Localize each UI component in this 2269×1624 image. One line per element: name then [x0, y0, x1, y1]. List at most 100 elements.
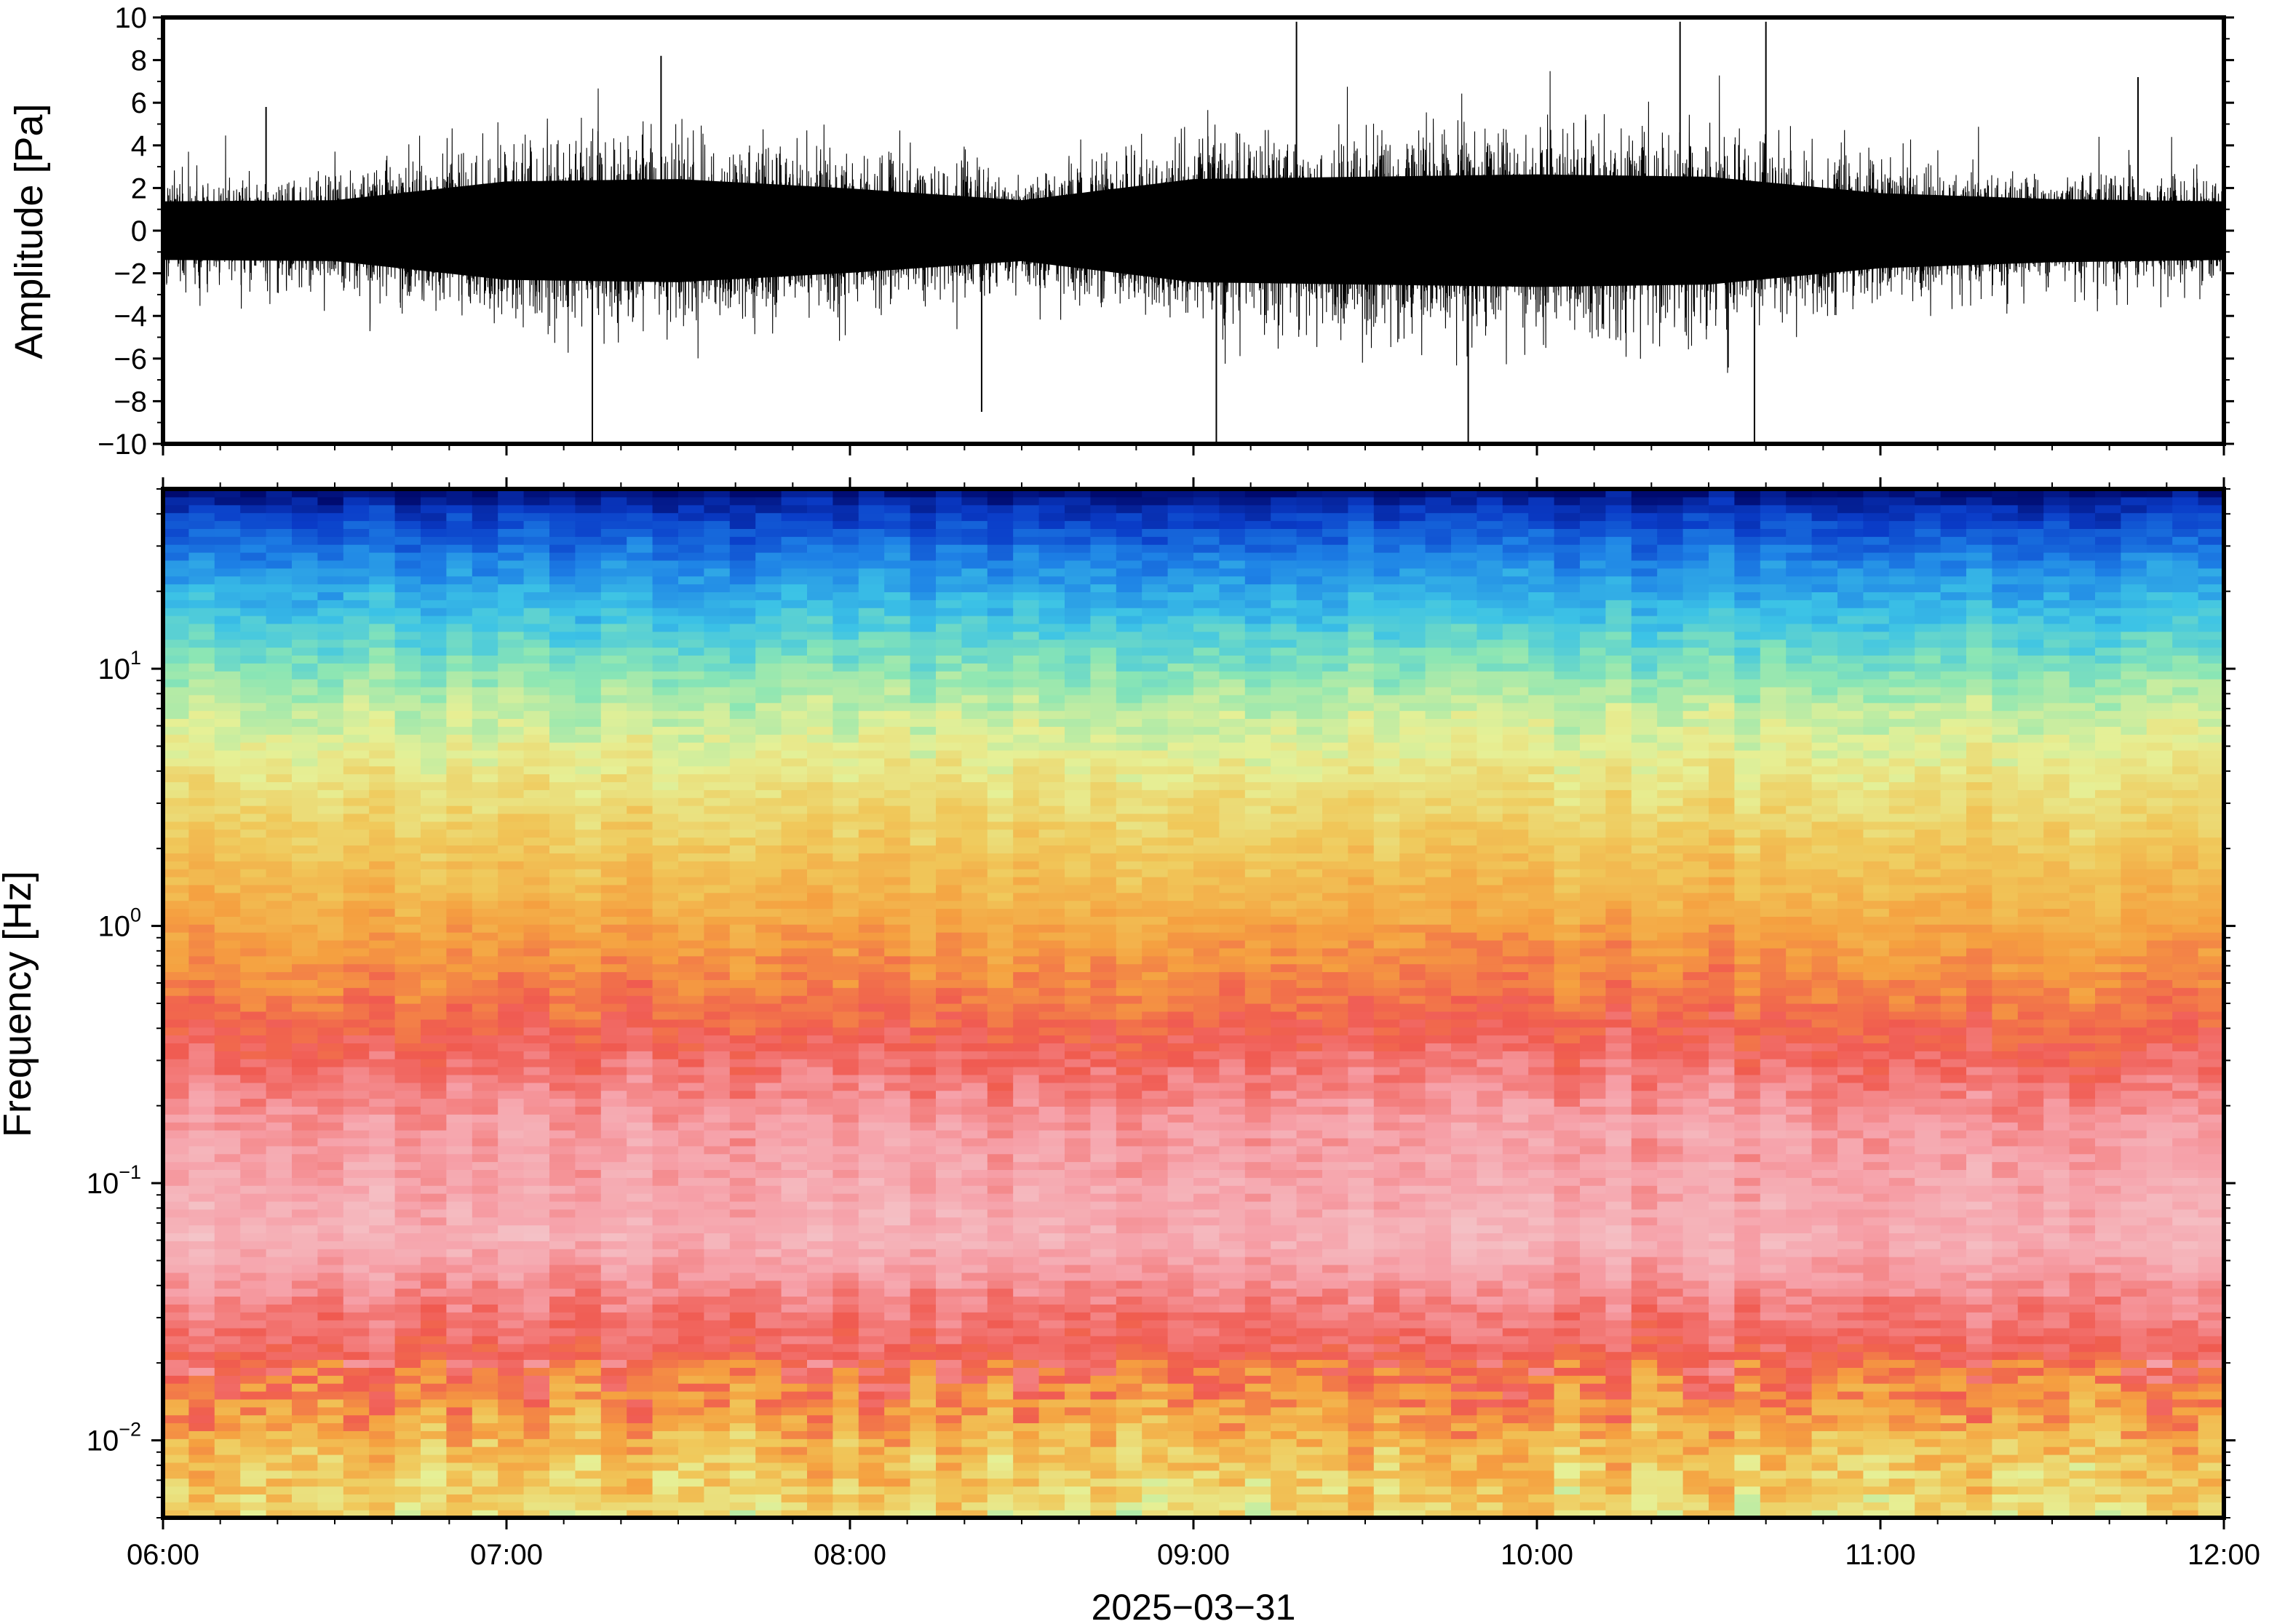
- spectrogram-cell: [884, 757, 911, 767]
- spectrogram-cell: [961, 1067, 988, 1075]
- spectrogram-cell: [188, 971, 215, 980]
- spectrogram-cell: [446, 1090, 473, 1099]
- spectrogram-cell: [266, 773, 293, 783]
- spectrogram-cell: [1038, 1193, 1065, 1202]
- spectrogram-cell: [498, 710, 525, 720]
- spectrogram-cell: [833, 1320, 859, 1329]
- spectrogram-cell: [317, 694, 344, 704]
- spectrogram-cell: [292, 1137, 318, 1147]
- spectrogram-cell: [1013, 1406, 1040, 1416]
- spectrogram-cell: [163, 1193, 189, 1202]
- spectrogram-cell: [240, 1082, 267, 1091]
- spectrogram-cell: [781, 876, 808, 885]
- spectrogram-cell: [523, 1367, 550, 1376]
- spectrogram-cell: [884, 1351, 911, 1361]
- spectrogram-cell: [936, 916, 962, 925]
- spectrogram-cell: [781, 939, 808, 949]
- spectrogram-cell: [600, 560, 627, 569]
- spectrogram-cell: [627, 1225, 653, 1234]
- spectrogram-cell: [704, 1264, 731, 1273]
- spectrogram-cell: [1038, 1027, 1065, 1036]
- spectrogram-cell: [369, 837, 396, 846]
- spectrogram-cell: [1038, 1494, 1065, 1502]
- spectrogram-cell: [704, 1312, 731, 1321]
- spectrogram-cell: [343, 979, 370, 988]
- spectrogram-cell: [627, 1367, 653, 1376]
- spectrogram-cell: [240, 1510, 267, 1518]
- spectrogram-cell: [214, 679, 241, 688]
- spectrogram-cell: [292, 520, 318, 529]
- spectrogram-cell: [1065, 1320, 1091, 1329]
- spectrogram-cell: [833, 1359, 859, 1368]
- spectrogram-cell: [343, 1335, 370, 1345]
- spectrogram-cell: [549, 1502, 576, 1510]
- spectrogram-cell: [936, 853, 962, 861]
- spectrogram-cell: [188, 1241, 215, 1249]
- spectrogram-cell: [369, 536, 396, 545]
- spectrogram-cell: [755, 749, 782, 759]
- spectrogram-cell: [575, 1288, 602, 1297]
- spectrogram-cell: [421, 789, 447, 798]
- spectrogram-cell: [369, 1446, 396, 1455]
- spectrogram-cell: [961, 1422, 988, 1431]
- spectrogram-cell: [1065, 686, 1091, 696]
- spectrogram-cell: [188, 1375, 215, 1384]
- spectrogram-cell: [678, 1177, 704, 1186]
- spectrogram-cell: [214, 1098, 241, 1107]
- spectrogram-cell: [858, 1137, 885, 1147]
- spectrogram-cell: [446, 1241, 473, 1249]
- spectrogram-cell: [600, 655, 627, 664]
- spectrogram-cell: [987, 1390, 1014, 1400]
- spectrogram-cell: [1090, 1209, 1117, 1218]
- spectrogram-cell: [549, 552, 576, 561]
- spectrogram-cell: [627, 655, 653, 664]
- spectrogram-cell: [858, 600, 885, 608]
- spectrogram-cell: [163, 1169, 189, 1178]
- spectrogram-cell: [1038, 908, 1065, 917]
- spectrogram-cell: [446, 1225, 473, 1234]
- spectrogram-cell: [266, 900, 293, 909]
- spectrogram-cell: [369, 1375, 396, 1384]
- spectrogram-cell: [369, 1486, 396, 1494]
- spectrogram-cell: [936, 592, 962, 600]
- spectrogram-cell: [317, 1446, 344, 1455]
- spectrogram-cell: [163, 987, 189, 996]
- spectrogram-cell: [1038, 1043, 1065, 1051]
- spectrogram-cell: [163, 1510, 189, 1518]
- spectrogram-cell: [163, 1145, 189, 1155]
- spectrogram-cell: [729, 1470, 756, 1479]
- spectrogram-cell: [343, 876, 370, 885]
- spectrogram-cell: [678, 734, 704, 743]
- spectrogram-cell: [1038, 1327, 1065, 1337]
- spectrogram-cell: [421, 679, 447, 688]
- spectrogram-cell: [446, 813, 473, 822]
- spectrogram-cell: [755, 947, 782, 957]
- spectrogram-cell: [214, 671, 241, 680]
- spectrogram-cell: [446, 1145, 473, 1155]
- spectrogram-cell: [472, 520, 498, 529]
- spectrogram-cell: [575, 1320, 602, 1329]
- spectrogram-cell: [549, 1367, 576, 1376]
- spectrogram-cell: [858, 955, 885, 965]
- spectrogram-cell: [292, 1383, 318, 1392]
- spectrogram-cell: [394, 710, 421, 720]
- spectrogram-cell: [1116, 1343, 1143, 1353]
- spectrogram-cell: [858, 805, 885, 814]
- spectrogram-cell: [575, 963, 602, 973]
- spectrogram-cell: [188, 1249, 215, 1257]
- spectrogram-cell: [421, 1343, 447, 1353]
- spectrogram-cell: [627, 939, 653, 949]
- spectrogram-cell: [833, 1185, 859, 1194]
- spectrogram-cell: [472, 1233, 498, 1241]
- spectrogram-cell: [936, 1296, 962, 1305]
- spectrogram-cell: [807, 710, 833, 720]
- spectrogram-cell: [961, 963, 988, 973]
- spectrogram-cell: [523, 1462, 550, 1471]
- spectrogram-cell: [240, 916, 267, 925]
- spectrogram-cell: [884, 1161, 911, 1171]
- spectrogram-cell: [781, 924, 808, 933]
- spectrogram-cell: [421, 1209, 447, 1218]
- spectrogram-cell: [343, 1320, 370, 1329]
- spectrogram-cell: [446, 1185, 473, 1194]
- spectrogram-cell: [910, 1327, 937, 1337]
